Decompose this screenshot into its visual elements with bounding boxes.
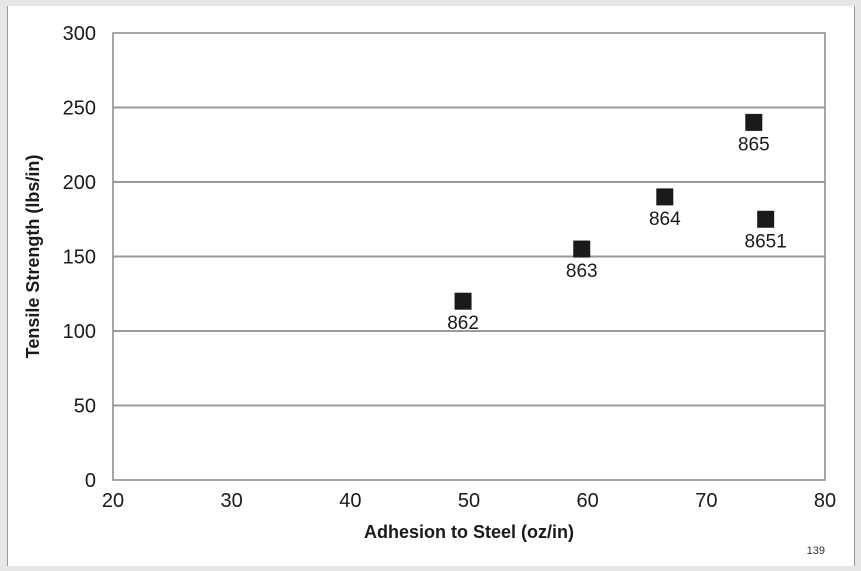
x-tick-label: 20 [102,490,124,512]
grid-lines [113,106,825,407]
point-label: 862 [447,313,479,334]
y-tick-label: 150 [63,247,96,269]
chart-panel: 0 50 100 150 200 250 300 20 30 40 50 60 70 80 862 863… [7,6,855,566]
data-point [454,292,472,310]
x-tick-label: 70 [695,490,717,512]
y-tick-label: 50 [74,396,96,418]
x-axis-title: Adhesion to Steel (oz/in) [364,522,574,542]
y-tick-label: 0 [85,470,96,492]
x-tick-label: 40 [339,490,361,512]
data-point [757,210,775,228]
x-tick-label: 60 [577,490,599,512]
point-label: 863 [566,261,598,282]
plot-frame [112,32,826,481]
data-point [573,240,591,258]
y-tick-label: 250 [63,98,96,120]
data-points [454,113,775,310]
y-tick-labels: 0 50 100 150 200 250 300 [63,23,96,492]
x-tick-labels: 20 30 40 50 60 70 80 [102,490,836,512]
point-label: 865 [738,134,770,155]
point-labels: 862 863 864 865 8651 [447,134,787,334]
y-axis-title: Tensile Strength (lbs/in) [23,155,43,359]
data-point [656,188,674,206]
scatter-chart: 0 50 100 150 200 250 300 20 30 40 50 60 70 80 862 863… [23,23,836,557]
point-label: 864 [649,209,681,230]
page-number: 139 [807,545,825,557]
x-tick-label: 80 [814,490,836,512]
x-tick-label: 30 [221,490,243,512]
y-tick-label: 200 [63,172,96,194]
y-tick-label: 300 [63,23,96,45]
x-tick-label: 50 [458,490,480,512]
point-label: 8651 [745,231,787,252]
y-tick-label: 100 [63,321,96,343]
data-point [745,113,763,131]
